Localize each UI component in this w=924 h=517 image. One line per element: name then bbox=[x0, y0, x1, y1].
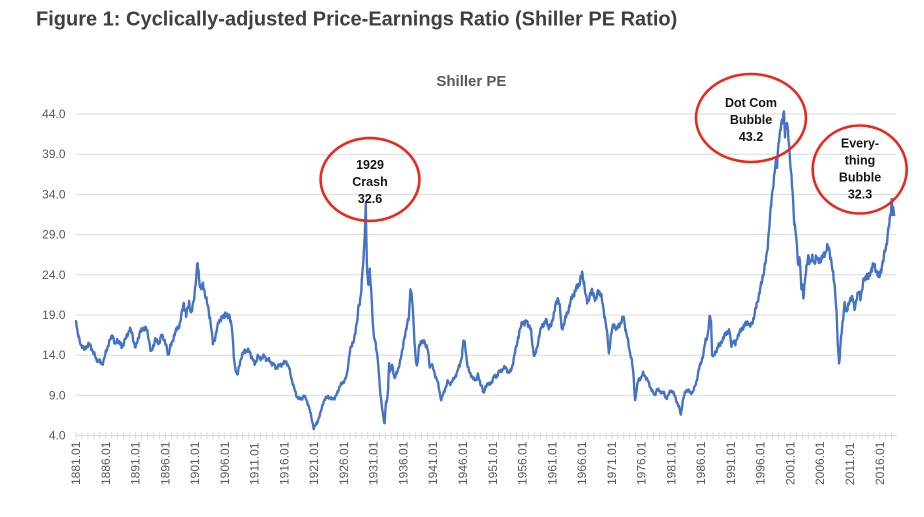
svg-text:1891.01: 1891.01 bbox=[129, 441, 143, 485]
svg-text:1906.01: 1906.01 bbox=[218, 441, 232, 485]
svg-text:1951.01: 1951.01 bbox=[486, 441, 500, 485]
svg-text:Bubble: Bubble bbox=[730, 113, 772, 127]
svg-text:29.0: 29.0 bbox=[42, 228, 66, 242]
svg-text:9.0: 9.0 bbox=[49, 388, 66, 402]
svg-text:1886.01: 1886.01 bbox=[99, 441, 113, 485]
svg-text:34.0: 34.0 bbox=[42, 187, 66, 201]
svg-text:Bubble: Bubble bbox=[839, 171, 881, 185]
svg-text:2011.01: 2011.01 bbox=[843, 442, 857, 485]
svg-text:2016.01: 2016.01 bbox=[873, 441, 887, 485]
svg-text:32.6: 32.6 bbox=[358, 192, 382, 206]
svg-text:1931.01: 1931.01 bbox=[367, 441, 381, 485]
svg-text:Shiller PE: Shiller PE bbox=[436, 73, 506, 90]
svg-text:1996.01: 1996.01 bbox=[754, 441, 768, 485]
svg-text:1991.01: 1991.01 bbox=[724, 441, 738, 485]
svg-text:1941.01: 1941.01 bbox=[426, 441, 440, 485]
svg-text:24.0: 24.0 bbox=[42, 268, 66, 282]
svg-text:4.0: 4.0 bbox=[49, 429, 66, 443]
svg-text:1946.01: 1946.01 bbox=[456, 441, 470, 485]
svg-text:Figure 1: Cyclically-adjusted: Figure 1: Cyclically-adjusted Price-Earn… bbox=[36, 8, 677, 30]
svg-text:1896.01: 1896.01 bbox=[158, 441, 172, 485]
svg-text:19.0: 19.0 bbox=[42, 308, 66, 322]
svg-text:1916.01: 1916.01 bbox=[277, 441, 291, 485]
svg-text:1926.01: 1926.01 bbox=[337, 441, 351, 485]
svg-text:1966.01: 1966.01 bbox=[575, 441, 589, 485]
svg-text:Crash: Crash bbox=[352, 175, 387, 189]
svg-text:Dot Com: Dot Com bbox=[725, 96, 777, 110]
svg-text:1881.01: 1881.01 bbox=[69, 441, 83, 485]
svg-text:1981.01: 1981.01 bbox=[664, 441, 678, 485]
svg-text:1986.01: 1986.01 bbox=[694, 441, 708, 485]
svg-text:2001.01: 2001.01 bbox=[784, 441, 798, 485]
svg-text:39.0: 39.0 bbox=[42, 147, 66, 161]
svg-text:1911.01: 1911.01 bbox=[248, 442, 262, 485]
svg-text:14.0: 14.0 bbox=[42, 348, 66, 362]
svg-text:44.0: 44.0 bbox=[42, 107, 66, 121]
svg-text:2006.01: 2006.01 bbox=[813, 441, 827, 485]
svg-text:32.3: 32.3 bbox=[848, 188, 872, 202]
svg-text:1961.01: 1961.01 bbox=[545, 441, 559, 485]
svg-text:43.2: 43.2 bbox=[739, 130, 763, 144]
svg-text:1921.01: 1921.01 bbox=[307, 441, 321, 485]
svg-text:thing: thing bbox=[845, 154, 876, 168]
svg-text:Every-: Every- bbox=[841, 137, 879, 151]
svg-text:1936.01: 1936.01 bbox=[397, 441, 411, 485]
svg-text:1976.01: 1976.01 bbox=[635, 441, 649, 485]
svg-text:1956.01: 1956.01 bbox=[516, 441, 530, 485]
svg-text:1901.01: 1901.01 bbox=[188, 441, 202, 485]
svg-text:1971.01: 1971.01 bbox=[605, 441, 619, 485]
svg-text:1929: 1929 bbox=[356, 158, 384, 172]
